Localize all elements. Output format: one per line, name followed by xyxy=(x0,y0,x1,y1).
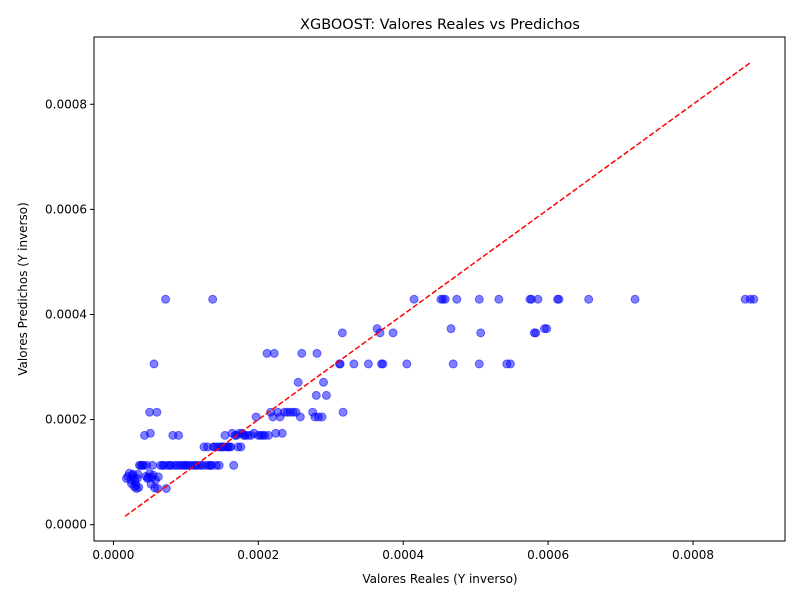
data-point xyxy=(321,390,331,400)
x-axis-label: Valores Reales (Y inverso) xyxy=(362,572,517,586)
data-point xyxy=(153,472,163,482)
data-point xyxy=(208,294,218,304)
y-tick-label: 0.0006 xyxy=(45,202,87,216)
data-point xyxy=(554,294,564,304)
points-layer xyxy=(121,294,759,493)
data-point xyxy=(148,460,158,470)
data-point xyxy=(474,359,484,369)
data-point xyxy=(312,348,322,358)
data-point xyxy=(388,328,398,338)
data-point xyxy=(375,328,385,338)
data-point xyxy=(542,324,552,334)
x-tick-label: 0.0002 xyxy=(237,548,279,562)
data-point xyxy=(236,442,246,452)
y-tick-label: 0.0002 xyxy=(45,413,87,427)
data-point xyxy=(133,469,143,479)
data-point xyxy=(145,428,155,438)
data-point xyxy=(161,483,171,493)
data-point xyxy=(440,294,450,304)
data-point xyxy=(251,412,261,422)
y-tick-label: 0.0000 xyxy=(45,518,87,532)
data-point xyxy=(295,412,305,422)
x-tick-label: 0.0004 xyxy=(382,548,424,562)
plot-area-frame xyxy=(93,36,786,542)
data-point xyxy=(402,359,412,369)
data-point xyxy=(269,348,279,358)
data-point xyxy=(311,390,321,400)
y-axis-label: Valores Predichos (Y inverso) xyxy=(16,202,30,376)
data-point xyxy=(584,294,594,304)
data-point xyxy=(349,359,359,369)
data-point xyxy=(533,294,543,304)
data-point xyxy=(337,328,347,338)
x-tick-label: 0.0008 xyxy=(672,548,714,562)
y-tick-label: 0.0008 xyxy=(45,97,87,111)
data-point xyxy=(448,359,458,369)
y-tick-label: 0.0004 xyxy=(45,307,87,321)
data-point xyxy=(446,324,456,334)
data-point xyxy=(452,294,462,304)
data-point xyxy=(505,359,515,369)
data-point xyxy=(149,359,159,369)
data-point xyxy=(378,359,388,369)
reference-line-layer xyxy=(124,61,752,517)
data-point xyxy=(630,294,640,304)
data-point xyxy=(474,294,484,304)
data-point xyxy=(749,294,759,304)
data-point xyxy=(476,328,486,338)
reference-line xyxy=(124,61,752,517)
data-point xyxy=(152,407,162,417)
data-point xyxy=(531,328,541,338)
x-axis: 0.0000 0.0002 0.0004 0.0006 0.0008 xyxy=(92,541,714,562)
data-point xyxy=(161,294,171,304)
data-point xyxy=(293,377,303,387)
data-point xyxy=(319,377,329,387)
data-point xyxy=(409,294,419,304)
x-tick-label: 0.0000 xyxy=(92,548,134,562)
x-tick-label: 0.0006 xyxy=(527,548,569,562)
data-point xyxy=(297,348,307,358)
data-point xyxy=(277,428,287,438)
chart-title: XGBOOST: Valores Reales vs Predichos xyxy=(300,17,580,33)
data-point xyxy=(494,294,504,304)
y-axis: 0.0000 0.0002 0.0004 0.0006 0.0008 xyxy=(45,97,94,532)
data-point xyxy=(174,430,184,440)
data-point xyxy=(134,482,144,492)
data-point xyxy=(220,430,230,440)
data-point xyxy=(338,407,348,417)
data-point xyxy=(317,412,327,422)
data-point xyxy=(229,460,239,470)
data-point xyxy=(263,430,273,440)
data-point xyxy=(214,460,224,470)
data-point xyxy=(363,359,373,369)
